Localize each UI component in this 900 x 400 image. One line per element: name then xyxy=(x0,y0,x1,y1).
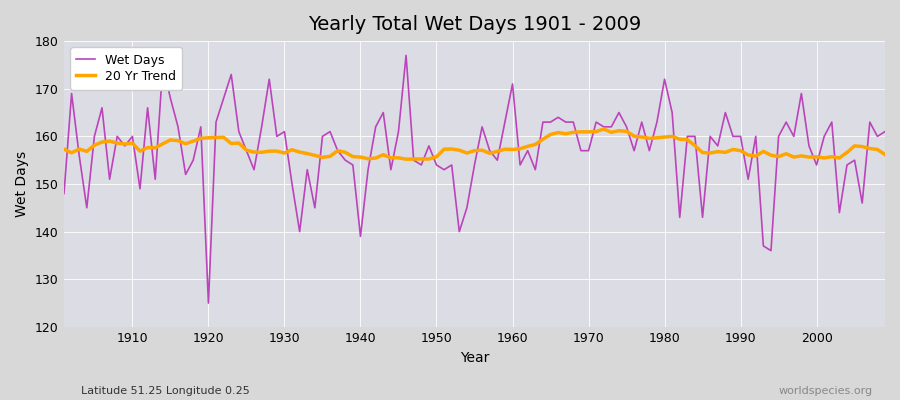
20 Yr Trend xyxy=(879,152,890,157)
Wet Days xyxy=(614,110,625,115)
Wet Days xyxy=(879,129,890,134)
Line: 20 Yr Trend: 20 Yr Trend xyxy=(64,129,885,159)
Legend: Wet Days, 20 Yr Trend: Wet Days, 20 Yr Trend xyxy=(70,47,183,90)
Y-axis label: Wet Days: Wet Days xyxy=(15,151,29,217)
X-axis label: Year: Year xyxy=(460,351,490,365)
20 Yr Trend xyxy=(614,128,625,133)
Wet Days xyxy=(522,148,533,153)
Wet Days xyxy=(203,301,214,306)
Wet Days xyxy=(294,229,305,234)
20 Yr Trend xyxy=(58,147,69,152)
20 Yr Trend xyxy=(515,146,526,151)
Wet Days xyxy=(400,53,411,58)
20 Yr Trend xyxy=(507,147,517,152)
Wet Days xyxy=(120,144,130,148)
Wet Days xyxy=(515,162,526,167)
20 Yr Trend xyxy=(332,148,343,153)
20 Yr Trend xyxy=(400,157,411,162)
20 Yr Trend xyxy=(286,147,297,152)
Line: Wet Days: Wet Days xyxy=(64,56,885,303)
Text: worldspecies.org: worldspecies.org xyxy=(778,386,873,396)
20 Yr Trend xyxy=(120,142,130,146)
Wet Days xyxy=(58,191,69,196)
Text: Latitude 51.25 Longitude 0.25: Latitude 51.25 Longitude 0.25 xyxy=(81,386,250,396)
Title: Yearly Total Wet Days 1901 - 2009: Yearly Total Wet Days 1901 - 2009 xyxy=(308,15,641,34)
20 Yr Trend xyxy=(598,126,609,131)
Wet Days xyxy=(340,158,351,162)
